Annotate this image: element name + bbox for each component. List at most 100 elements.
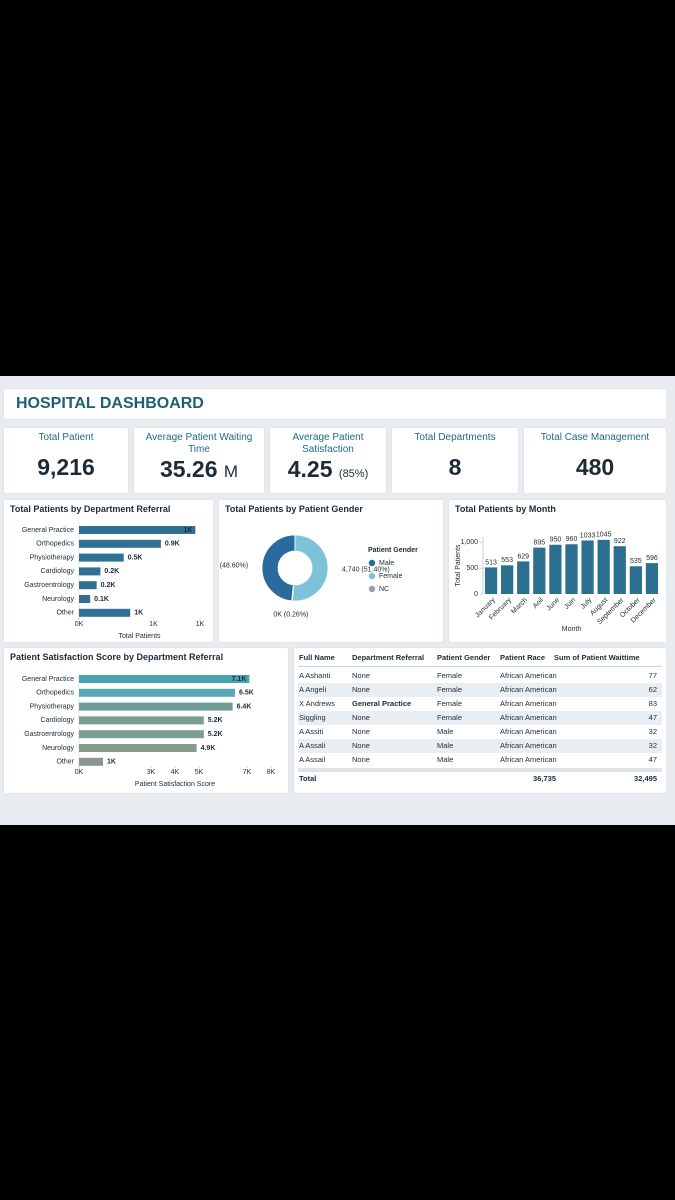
table-cell: None xyxy=(352,755,370,764)
table-cell: A Assail xyxy=(299,755,326,764)
data-label: 0.1K xyxy=(94,596,109,603)
table-card: Full Name Department Referral Patient Gend… xyxy=(294,648,666,793)
header-rule xyxy=(298,666,662,667)
data-label: 4,740 (51.40%) xyxy=(342,567,390,574)
table-cell: 32,495 xyxy=(634,774,657,783)
table-cell: Siggling xyxy=(299,713,326,722)
kpi-label: Total Case Management xyxy=(540,432,650,443)
data-label: 7.1K xyxy=(232,676,247,683)
data-label: 895 xyxy=(533,539,545,546)
table-cell: Male xyxy=(437,741,454,750)
table-cell: Total xyxy=(299,774,317,783)
bar xyxy=(629,566,642,594)
category-label: Other xyxy=(56,759,74,766)
data-label: 1K xyxy=(183,527,192,534)
table-cell: A Assiti xyxy=(299,727,324,736)
bar xyxy=(79,730,204,739)
table-cell: Male xyxy=(437,755,454,764)
bar xyxy=(501,565,514,594)
bar xyxy=(79,688,235,697)
table-cell: African American xyxy=(500,727,557,736)
legend-swatch xyxy=(368,572,376,580)
data-label: 596 xyxy=(646,555,658,562)
x-tick-label: June xyxy=(545,597,561,613)
bar xyxy=(79,553,124,562)
legend-label: NC xyxy=(379,586,389,593)
data-label: 950 xyxy=(550,537,562,544)
kpi-value: 9,216 xyxy=(37,454,95,481)
y-axis-title: Total Patients xyxy=(455,544,462,587)
chart-card: Patient Satisfaction Score by Department… xyxy=(4,648,288,793)
kpi-label: Total Patient xyxy=(38,432,94,443)
table-cell: General Practice xyxy=(352,699,412,708)
category-label: Orthopedics xyxy=(36,541,74,548)
x-tick-label: Aoil xyxy=(532,596,546,610)
kpi-number: 480 xyxy=(575,454,615,480)
data-label: 0.5K xyxy=(128,554,143,561)
bar xyxy=(581,540,594,594)
table-cell: Department Referral xyxy=(352,653,425,662)
donut-slice xyxy=(291,534,329,602)
legend-swatch xyxy=(368,559,376,567)
x-tick-label: 4K xyxy=(171,769,180,776)
data-label: 1K xyxy=(107,759,116,766)
bar xyxy=(517,561,530,594)
table-cell: African American xyxy=(500,685,557,694)
kpi-note: (85%) xyxy=(338,468,369,480)
bar xyxy=(79,581,97,590)
table-cell: Patient Race xyxy=(500,653,546,662)
data-label: 0K (0.26%) xyxy=(273,612,308,619)
data-label: 535 xyxy=(630,558,642,565)
table-cell: Female xyxy=(437,713,463,722)
table-cell: Sum of Patient Waittime xyxy=(554,653,640,662)
dashboard-title: HOSPITAL DASHBOARD xyxy=(16,395,204,412)
category-label: Cardiology xyxy=(41,568,75,575)
table-cell: Patient Gender xyxy=(437,653,491,662)
table-cell: X Andrews xyxy=(299,699,335,708)
x-tick-label: 0K xyxy=(75,769,84,776)
kpi-value: 35.26 M xyxy=(160,456,238,483)
kpi-number: 4.25 xyxy=(287,456,333,482)
chart-title: Patient Satisfaction Score by Department… xyxy=(10,652,224,662)
table-cell: Female xyxy=(437,671,463,680)
table-cell: African American xyxy=(500,741,557,750)
data-label: 629 xyxy=(517,553,529,560)
category-label: Other xyxy=(56,610,74,617)
table-cell: None xyxy=(352,685,370,694)
bar xyxy=(79,675,250,683)
donut-slice xyxy=(291,584,295,602)
kpi-value: 480 xyxy=(576,454,614,481)
data-label: 513 xyxy=(485,559,497,566)
chart-card: Total Patients by Patient Gender (48.60%)… xyxy=(219,500,443,642)
table-cell: Full Name xyxy=(299,653,335,662)
data-label: 0.2K xyxy=(104,568,119,575)
row-band xyxy=(298,683,662,697)
header-card: HOSPITAL DASHBOARD xyxy=(4,389,666,419)
category-label: General Practice xyxy=(22,676,74,683)
table-cell: None xyxy=(352,671,370,680)
data-label: 0.9K xyxy=(165,541,180,548)
donut-slice xyxy=(261,534,296,602)
bar xyxy=(79,702,233,711)
chart-card: Total Patients by Month 0 500 1,000 Total Pa… xyxy=(449,500,666,642)
chart-card: Total Patients by Department Referral 0K 1… xyxy=(4,500,213,642)
kpi-number: 9,216 xyxy=(37,454,95,480)
kpi-value: 4.25 (85%) xyxy=(288,456,369,483)
kpi-card: Average Patient Waiting Time 35.26 M xyxy=(134,428,264,493)
table-cell: 77 xyxy=(648,671,657,680)
total-rule xyxy=(298,768,662,772)
kpi-card: Average Patient Satisfaction 4.25 (85%) xyxy=(270,428,386,493)
data-label: 4.9K xyxy=(201,745,216,752)
table-cell: A Ashanti xyxy=(299,671,331,680)
x-tick-label: 3K xyxy=(147,769,156,776)
y-tick-label: 500 xyxy=(466,565,478,572)
data-label: 1045 xyxy=(596,532,612,539)
data-label: (48.60%) xyxy=(220,563,248,570)
chart-title: Total Patients by Month xyxy=(455,504,556,514)
dashboard: HOSPITAL DASHBOARD Total Patient 9,216 Aver… xyxy=(0,376,675,825)
chart: 0K 3K 4K 5K 7K 8K Patient Satisfaction Score Ge… xyxy=(22,672,276,788)
legend-swatch xyxy=(368,585,376,593)
x-tick-label: 0K xyxy=(75,621,84,628)
